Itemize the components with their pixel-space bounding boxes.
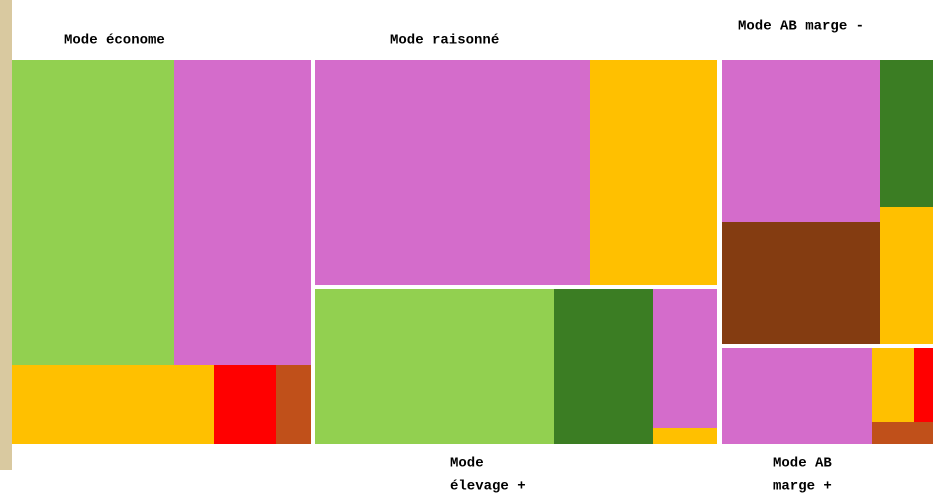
group-label: Mode économe (64, 33, 165, 49)
tile (872, 348, 914, 422)
group-label: Mode AB marge - (738, 19, 864, 35)
group-label: Mode (450, 456, 484, 472)
tile (12, 365, 214, 444)
group-label: Mode raisonné (390, 33, 499, 49)
background-image-strip (0, 0, 12, 470)
tile (276, 365, 311, 444)
tile (315, 60, 590, 285)
tile (315, 289, 554, 444)
tile (914, 348, 933, 422)
group-label: élevage + (450, 479, 526, 495)
tile (722, 348, 872, 444)
tile (12, 60, 174, 365)
tile (214, 365, 276, 444)
tile (722, 222, 880, 344)
tile (590, 60, 717, 285)
tile (872, 422, 933, 444)
group-label: marge + (773, 479, 832, 495)
group-label: Mode AB (773, 456, 832, 472)
tile (653, 289, 717, 428)
tile (653, 428, 717, 444)
tile (880, 60, 933, 207)
tile (880, 207, 933, 344)
tile (554, 289, 653, 444)
tile (722, 60, 880, 222)
tile (174, 60, 311, 365)
